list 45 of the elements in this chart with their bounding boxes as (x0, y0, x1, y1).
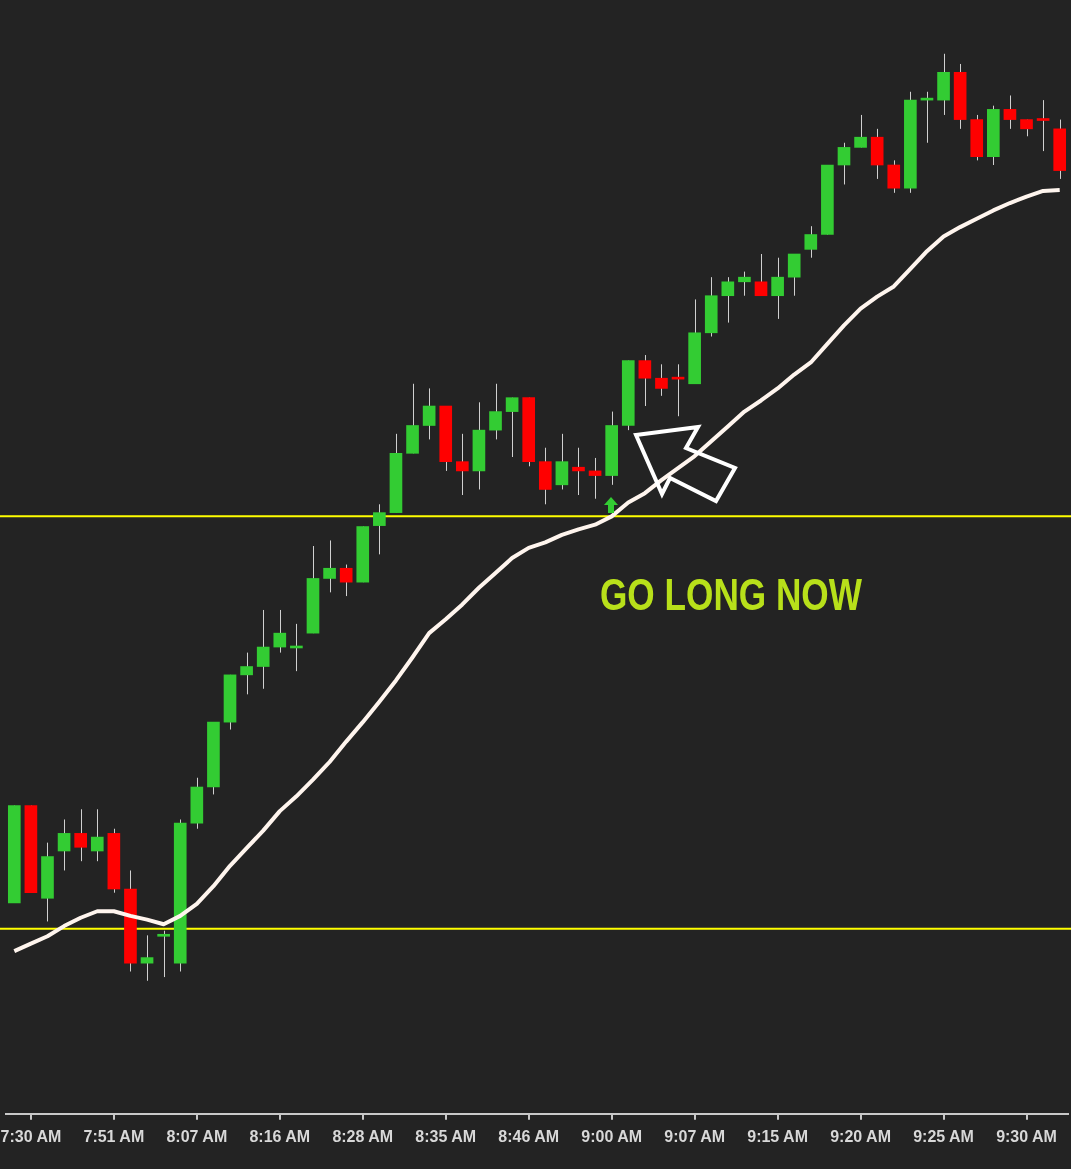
x-tick-label: 9:25 AM (913, 1127, 974, 1145)
candlestick (74, 808, 87, 862)
x-tick-label: 8:16 AM (249, 1127, 311, 1145)
candlestick (804, 225, 818, 259)
candlestick (57, 818, 71, 871)
x-tick-label: 8:28 AM (332, 1127, 394, 1145)
candlestick (887, 159, 901, 194)
candlestick (90, 808, 104, 862)
candlestick (373, 503, 386, 555)
candlestick (339, 564, 353, 597)
candlestick (422, 387, 436, 440)
candlestick (738, 271, 751, 297)
x-tick-label: 8:07 AM (166, 1127, 228, 1145)
x-tick-label: 9:07 AM (664, 1127, 726, 1145)
candlestick (456, 433, 469, 496)
candlestick (572, 447, 585, 496)
candlestick (754, 253, 768, 297)
annotation: GO LONG NOW (600, 570, 863, 619)
candlestick (157, 930, 170, 978)
candlestick (240, 652, 253, 695)
candlestick (837, 142, 851, 185)
candlestick (489, 383, 502, 440)
candlestick (1003, 94, 1017, 130)
candlestick (273, 609, 287, 654)
x-tick-label: 7:51 AM (83, 1127, 145, 1145)
candlestick (638, 354, 652, 407)
candlestick (505, 397, 519, 458)
x-tick-label: 9:00 AM (581, 1127, 643, 1145)
candlestick (555, 433, 569, 490)
x-tick-label: 9:15 AM (747, 1127, 808, 1145)
candlestick (721, 276, 735, 324)
candlestick (1036, 99, 1050, 152)
candlestick (588, 457, 602, 500)
candlestick (771, 257, 784, 320)
x-tick-label: 8:46 AM (498, 1127, 560, 1145)
candlestick (655, 363, 668, 397)
candlestick (323, 539, 336, 593)
x-tick-label: 9:30 AM (996, 1127, 1057, 1145)
candlestick (854, 114, 867, 148)
x-tick-label: 9:20 AM (830, 1127, 891, 1145)
candlestick (140, 934, 154, 982)
candlestick (256, 609, 270, 690)
x-tick-label: 7:30 AM (0, 1127, 62, 1145)
x-tick-label: 8:35 AM (415, 1127, 477, 1145)
candlestick (787, 253, 801, 297)
